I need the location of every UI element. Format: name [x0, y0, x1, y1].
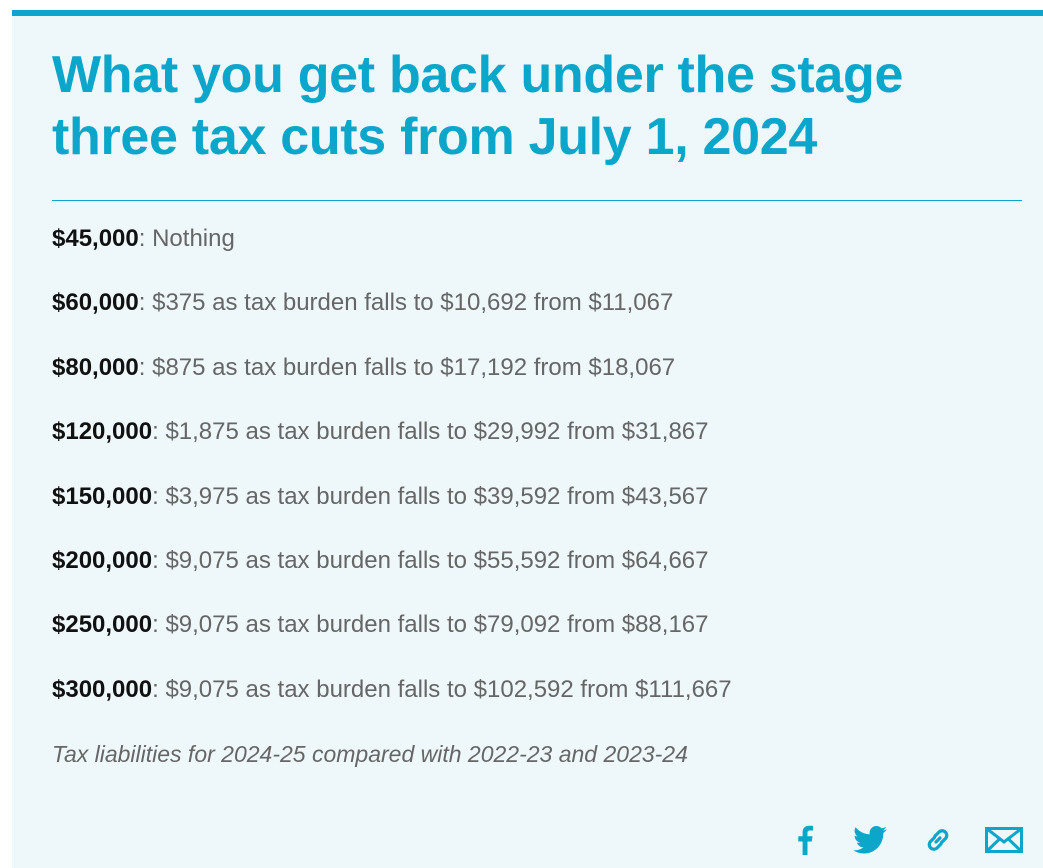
email-icon	[985, 827, 1023, 853]
share-facebook-button[interactable]	[792, 816, 818, 864]
income-amount: $80,000	[52, 353, 139, 381]
income-detail: : $875 as tax burden falls to $17,192 fr…	[138, 353, 676, 381]
source-note: Tax liabilities for 2024-25 compared wit…	[52, 741, 688, 767]
income-list: $45,000: Nothing $60,000: $375 as tax bu…	[52, 221, 1022, 736]
title-divider	[52, 200, 1022, 201]
list-item: $80,000: $875 as tax burden falls to $17…	[52, 350, 1022, 414]
list-item: $300,000: $9,075 as tax burden falls to …	[52, 672, 1022, 736]
list-item: $250,000: $9,075 as tax burden falls to …	[52, 607, 1022, 671]
list-item: $200,000: $9,075 as tax burden falls to …	[52, 543, 1022, 607]
copy-link-button[interactable]	[922, 816, 954, 864]
income-amount: $120,000	[52, 418, 153, 446]
income-detail: : $1,875 as tax burden falls to $29,992 …	[152, 418, 709, 446]
tax-cuts-card: What you get back under the stage three …	[12, 10, 1043, 868]
share-bar	[782, 816, 1032, 864]
card-title: What you get back under the stage three …	[52, 46, 904, 166]
income-detail: : Nothing	[138, 225, 235, 252]
income-amount: $200,000	[52, 546, 153, 574]
income-amount: $250,000	[52, 611, 153, 639]
facebook-icon	[798, 825, 813, 855]
income-detail: : $9,075 as tax burden falls to $55,592 …	[152, 546, 709, 574]
income-amount: $300,000	[52, 675, 153, 703]
income-detail: : $3,975 as tax burden falls to $39,592 …	[152, 482, 709, 510]
list-item: $120,000: $1,875 as tax burden falls to …	[52, 414, 1022, 478]
income-amount: $150,000	[52, 482, 153, 510]
list-item: $150,000: $3,975 as tax burden falls to …	[52, 479, 1022, 543]
share-email-button[interactable]	[984, 816, 1024, 864]
link-icon	[927, 829, 949, 851]
list-item: $60,000: $375 as tax burden falls to $10…	[52, 285, 1022, 349]
income-detail: : $9,075 as tax burden falls to $79,092 …	[152, 611, 709, 639]
income-detail: : $9,075 as tax burden falls to $102,592…	[152, 675, 732, 703]
income-amount: $60,000	[52, 289, 139, 317]
twitter-icon	[853, 826, 887, 854]
list-item: $45,000: Nothing	[52, 221, 1022, 285]
income-amount: $45,000	[52, 225, 139, 252]
income-detail: : $375 as tax burden falls to $10,692 fr…	[138, 289, 674, 317]
share-twitter-button[interactable]	[852, 816, 888, 864]
